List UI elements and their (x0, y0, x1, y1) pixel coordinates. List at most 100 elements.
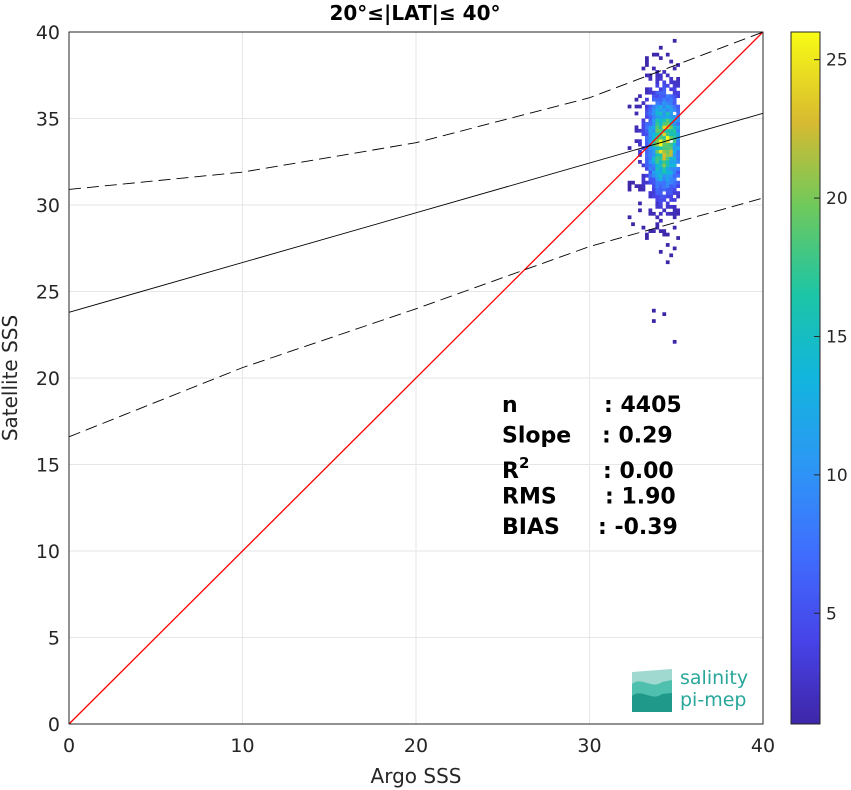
density-cell (669, 191, 674, 195)
density-cell (648, 177, 653, 182)
density-cell (672, 163, 677, 168)
density-cell (662, 153, 667, 157)
density-cell (665, 232, 670, 237)
density-cell (658, 128, 663, 133)
density-cell (658, 142, 663, 147)
density-cell (672, 246, 677, 251)
density-cell (662, 83, 667, 88)
density-cell (641, 125, 646, 130)
density-cell (638, 94, 642, 99)
density-cell (651, 191, 656, 195)
density-cell (672, 66, 677, 71)
density-cell (665, 139, 670, 144)
stats-box: n: 4405 Slope: 0.29 R2: 0.00 RMS: 1.90 BIAS:… (502, 393, 682, 540)
plot-area (68, 31, 764, 725)
density-cell (672, 128, 677, 133)
density-cell (645, 56, 649, 60)
density-cell (658, 56, 663, 60)
density-cell (648, 163, 653, 168)
density-cell (648, 108, 653, 112)
density-cell (662, 187, 667, 192)
density-cell (672, 146, 677, 150)
density-cell (669, 111, 674, 116)
density-cell (645, 115, 649, 119)
density-cell (665, 132, 670, 137)
density-cell (645, 104, 649, 109)
density-cell (658, 198, 663, 202)
density-cell (651, 229, 656, 233)
density-cell (672, 153, 677, 157)
density-cell (655, 160, 660, 164)
chart-title: 20°≤|LAT|≤ 40° (329, 1, 500, 25)
density-cell (665, 180, 670, 185)
density-cell (645, 156, 649, 161)
density-cell (651, 308, 656, 313)
density-cell (627, 180, 632, 185)
density-cell (651, 132, 656, 137)
density-cell (672, 187, 677, 192)
density-cell (645, 142, 649, 147)
density-cell (669, 187, 674, 192)
density-cell (655, 76, 660, 81)
density-cell (672, 101, 677, 105)
density-cell (651, 177, 656, 182)
density-cell (676, 160, 681, 164)
density-cell (658, 166, 663, 171)
density-cell (669, 97, 674, 102)
density-cell (665, 194, 670, 199)
density-cell (662, 156, 667, 161)
density-cell (662, 108, 667, 112)
density-cell (658, 201, 663, 206)
density-cell (665, 142, 670, 147)
density-cell (655, 222, 660, 227)
density-cell (651, 180, 656, 185)
density-cell (658, 73, 663, 78)
density-cell (651, 153, 656, 157)
stat-value: : 1.90 (605, 485, 676, 510)
density-cell (648, 160, 653, 164)
stat-label: RMS (502, 485, 557, 510)
density-cell (655, 146, 660, 150)
y-axis-ticks: 0 5 10 15 20 25 30 35 40 (36, 22, 60, 736)
density-cell (665, 101, 670, 105)
y-tick-label: 35 (36, 109, 60, 131)
density-cell (655, 101, 660, 105)
density-cell (634, 184, 639, 188)
y-tick-label: 40 (36, 22, 60, 44)
density-cell (676, 132, 681, 137)
density-cell (645, 180, 649, 185)
density-cell (669, 166, 674, 171)
density-cell (662, 170, 667, 175)
density-cell (676, 83, 681, 88)
density-cell (651, 94, 656, 99)
density-cell (672, 184, 677, 188)
density-cell (665, 153, 670, 157)
density-cell (645, 166, 649, 171)
density-cell (658, 191, 663, 195)
density-cell (631, 222, 635, 227)
density-cell (645, 125, 649, 130)
density-cell (676, 128, 681, 133)
density-cell (662, 70, 667, 74)
density-cell (672, 132, 677, 137)
density-cell (655, 201, 660, 206)
density-cell (651, 66, 656, 71)
density-cell (651, 184, 656, 188)
density-cell (645, 139, 649, 144)
density-cell (672, 215, 677, 220)
density-cell (665, 83, 670, 88)
density-cell (648, 166, 653, 171)
density-cell (669, 180, 674, 185)
density-cell (648, 111, 653, 116)
density-cell (665, 243, 670, 247)
density-cell (645, 87, 649, 92)
density-cell (672, 97, 677, 102)
density-cell (658, 205, 663, 209)
density-cell (651, 160, 656, 164)
density-cell (676, 108, 681, 112)
density-cell (662, 173, 667, 178)
density-cell (665, 94, 670, 99)
density-cell (627, 215, 632, 220)
x-tick-label: 20 (404, 735, 428, 757)
density-cell (651, 146, 656, 150)
